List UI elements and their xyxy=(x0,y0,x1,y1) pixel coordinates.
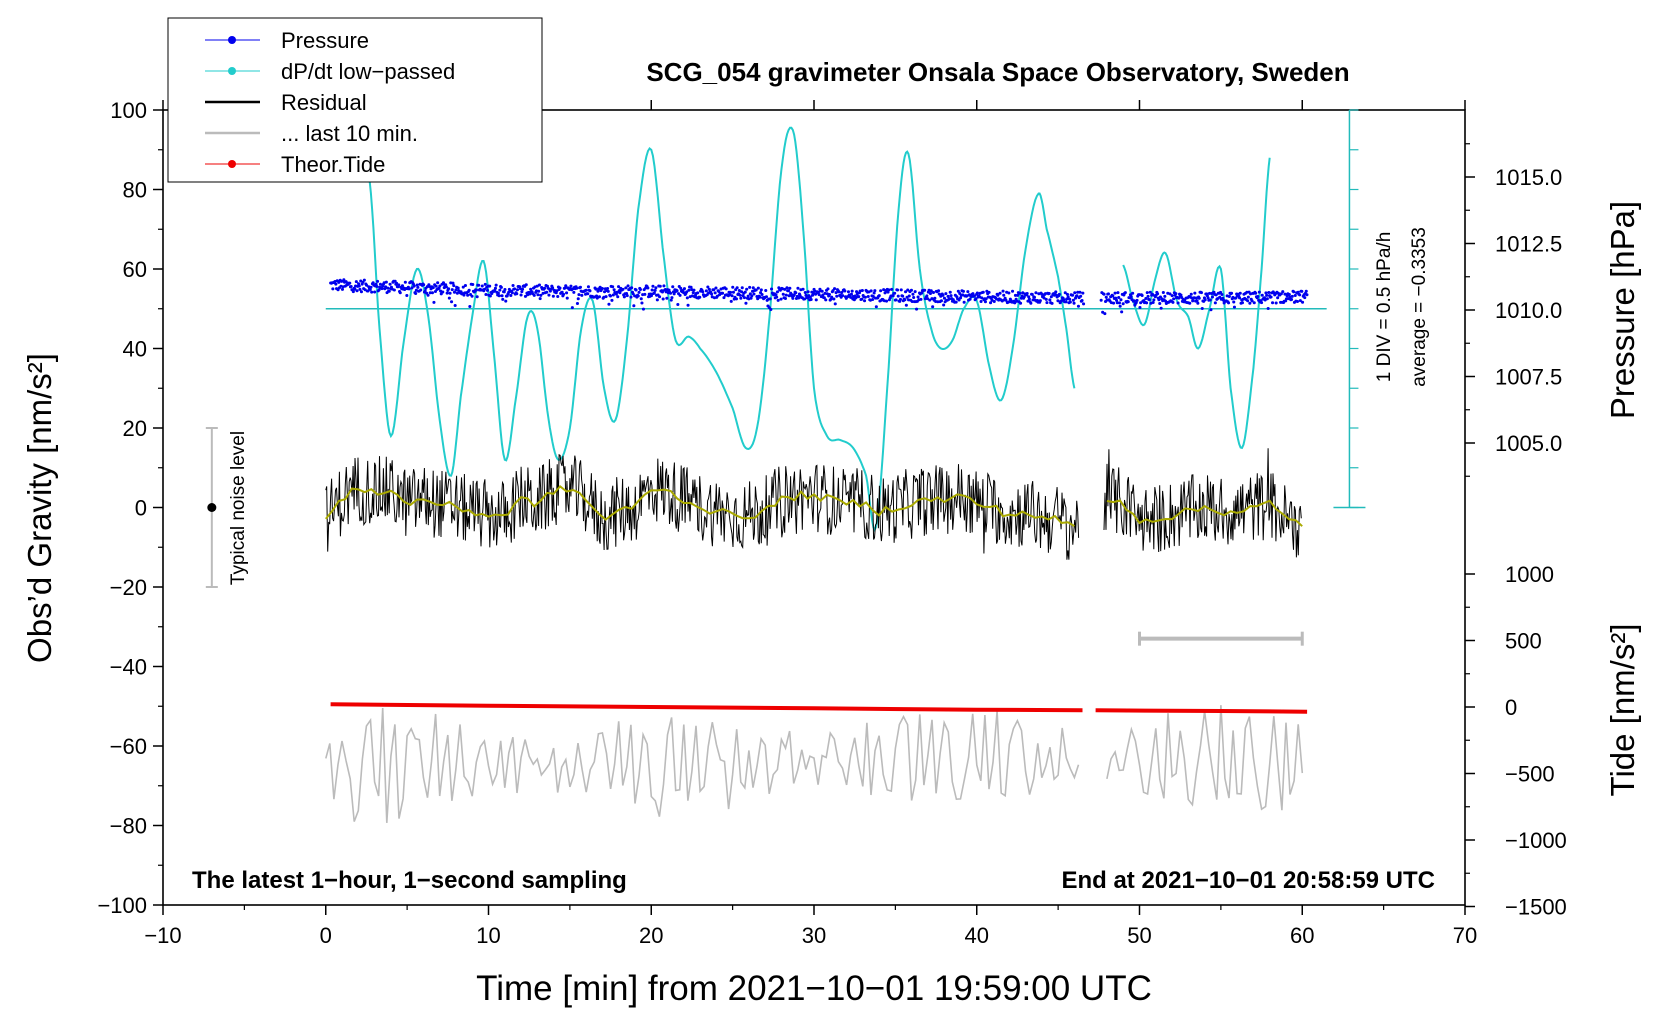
tide-tick-label: 500 xyxy=(1505,629,1542,654)
misc-layer xyxy=(205,427,1304,646)
x-tick-label: 50 xyxy=(1127,923,1151,948)
x-axis-label: Time [min] from 2021−10−01 19:59:00 UTC xyxy=(476,969,1152,1008)
x-tick-label: 60 xyxy=(1290,923,1314,948)
annotation-sampling: The latest 1−hour, 1−second sampling xyxy=(192,867,627,894)
noise-bar-center xyxy=(207,503,217,512)
x-tick-label: 30 xyxy=(802,923,826,948)
legend-label: Theor.Tide xyxy=(281,152,385,177)
legend-label: Residual xyxy=(281,90,367,115)
x-tick-label: 10 xyxy=(476,923,500,948)
tide-tick-label: −1500 xyxy=(1505,895,1567,920)
pressure-tick-label: 1010.0 xyxy=(1495,298,1562,323)
tide-line-2 xyxy=(1095,708,1308,714)
div-label: 1 DIV = 0.5 hPa/h xyxy=(1374,232,1395,383)
y-tick-label: 40 xyxy=(123,337,147,362)
y-axis-label-left: Obs’d Gravity [nm/s²] xyxy=(21,353,58,663)
y-tick-label: 100 xyxy=(110,98,147,123)
residual-smooth-line xyxy=(325,485,1303,527)
y-tick-label: 80 xyxy=(123,178,147,203)
pressure-dots xyxy=(329,278,1309,316)
y-tick-label: −80 xyxy=(110,814,147,839)
average-label: average = −0.3353 xyxy=(1409,227,1430,387)
tide-tick-label: 0 xyxy=(1505,695,1517,720)
pressure-tick-label: 1015.0 xyxy=(1495,165,1562,190)
residual-line xyxy=(325,448,1302,560)
residual-layer xyxy=(325,448,1303,560)
pressure-tick-label: 1012.5 xyxy=(1495,232,1562,257)
annotation-end-time: End at 2021−10−01 20:58:59 UTC xyxy=(1061,867,1435,894)
legend-marker xyxy=(228,67,236,75)
legend-label: Pressure xyxy=(281,28,369,53)
legend: Pressure dP/dt low−passed Residual ... last… xyxy=(167,17,543,183)
legend-marker xyxy=(228,36,236,44)
tide-tick-label: 1000 xyxy=(1505,562,1554,587)
legend-marker xyxy=(228,160,236,168)
y-tick-label: 60 xyxy=(123,257,147,282)
x-tick-label: 20 xyxy=(639,923,663,948)
x-tick-label: −10 xyxy=(144,923,181,948)
pressure-tick-label: 1007.5 xyxy=(1495,365,1562,390)
pressure-tick-label: 1005.0 xyxy=(1495,431,1562,456)
legend-box xyxy=(167,17,543,183)
y-tick-label: 0 xyxy=(135,496,147,521)
dpdt-line-2 xyxy=(1122,157,1271,450)
last10-layer xyxy=(325,705,1304,823)
x-tick-label: 70 xyxy=(1453,923,1477,948)
legend-label: ... last 10 min. xyxy=(281,121,418,146)
axes-layer: −10 0 10 20 30 40 50 60 70100806040200−20−40−60−… xyxy=(97,98,1566,948)
tide-layer xyxy=(330,702,1308,714)
x-tick-label: 40 xyxy=(965,923,989,948)
y-tick-label: −20 xyxy=(110,575,147,600)
y-tick-label: −100 xyxy=(97,893,147,918)
chart-title: SCG_054 gravimeter Onsala Space Observat… xyxy=(646,57,1349,87)
tide-tick-label: −500 xyxy=(1505,762,1555,787)
dpdt-line-1 xyxy=(368,126,1076,533)
tide-line-1 xyxy=(330,702,1083,713)
y-tick-label: −60 xyxy=(110,734,147,759)
y-axis-label-tide: Tide [nm/s²] xyxy=(1604,624,1641,797)
pressure-layer xyxy=(329,278,1309,316)
x-tick-label: 0 xyxy=(320,923,332,948)
last10-line xyxy=(325,705,1304,823)
y-axis-label-pressure: Pressure [hPa] xyxy=(1604,201,1641,419)
tide-tick-label: −1000 xyxy=(1505,828,1567,853)
noise-level-label: Typical noise level xyxy=(228,431,249,585)
legend-label: dP/dt low−passed xyxy=(281,59,455,84)
y-tick-label: 20 xyxy=(123,416,147,441)
y-tick-label: −40 xyxy=(110,655,147,680)
